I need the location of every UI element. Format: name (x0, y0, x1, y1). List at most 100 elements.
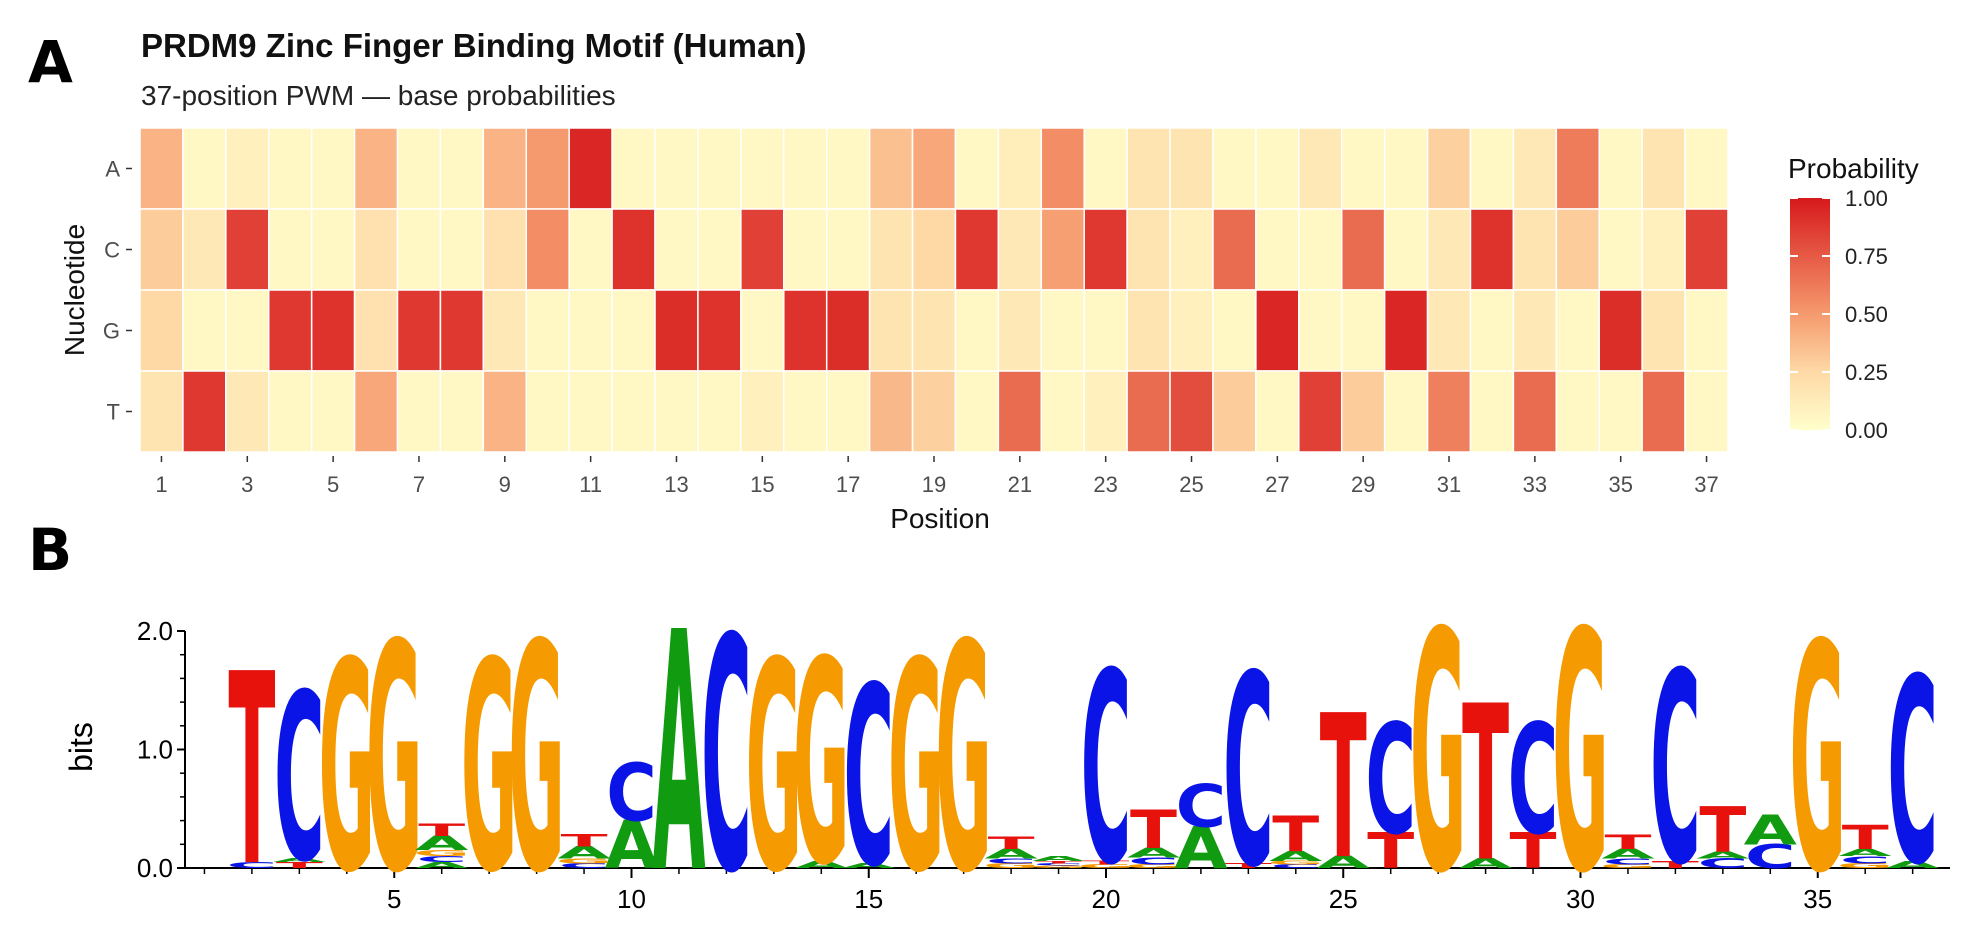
heatmap-cell (139, 127, 184, 210)
heatmap-cell (783, 289, 828, 372)
heatmap-cell (1340, 370, 1386, 453)
heatmap-cell (568, 289, 613, 372)
logo-letter: C (1365, 692, 1416, 868)
logo-letter: A (1127, 845, 1181, 860)
heatmap-cell (1083, 208, 1128, 291)
heatmap-cell (310, 289, 356, 372)
heatmap-cell (1555, 289, 1600, 372)
heatmap-x-ticks: 1 3 5 7 9 11 13 15 17 19 21 23 25 27 29 31 33 35 37 (155, 456, 1719, 497)
heatmap-cell (868, 289, 914, 372)
logo-letter: G (319, 603, 376, 937)
heatmap-cell (1040, 289, 1085, 372)
logo-letter: A (605, 806, 658, 883)
logo-letter: G (935, 579, 992, 941)
logo-letter: C (1840, 854, 1891, 866)
heatmap-x-tick-label: 27 (1265, 472, 1289, 497)
heatmap-cell (654, 370, 699, 453)
logo-letter: A (1269, 849, 1323, 864)
heatmap-cell (182, 208, 227, 291)
logo-letter: C (1650, 617, 1701, 923)
heatmap-cell (911, 370, 957, 453)
heatmap-row-label: G (103, 319, 120, 344)
heatmap-cell (1512, 127, 1558, 210)
logo-y-tick-label: 2.0 (137, 616, 173, 646)
logo-letter: C (416, 854, 467, 864)
logo-x-tick-label: 20 (1092, 884, 1121, 914)
heatmap-cell (353, 370, 399, 453)
heatmap-cell (611, 208, 656, 291)
heatmap-cell (783, 127, 828, 210)
heatmap-cell (1169, 370, 1214, 453)
heatmap-cell (353, 127, 399, 210)
heatmap-x-tick-label: 11 (579, 472, 602, 497)
logo-letter: A (1839, 847, 1892, 859)
heatmap-cell (740, 370, 785, 453)
heatmap-cell (1684, 370, 1729, 453)
heatmap-cell (439, 289, 485, 372)
heatmap-cell (139, 289, 184, 372)
heatmap-cell (1040, 370, 1085, 453)
logo-letter: G (1078, 863, 1135, 869)
panel-label-a: A (28, 28, 73, 96)
logo-y-tick-label: 0.0 (137, 853, 173, 883)
logo-letter: T (1272, 806, 1319, 864)
logo-letter: G (1268, 860, 1325, 866)
heatmap-cell (482, 370, 528, 453)
heatmap-y-axis-title: Nucleotide (59, 224, 90, 356)
heatmap-cell (310, 370, 356, 453)
heatmap-row-label: A (105, 157, 120, 182)
heatmap-cell (997, 370, 1043, 453)
logo-letter: C (606, 748, 657, 840)
logo-letter: C (701, 571, 752, 941)
heatmap-cell (439, 208, 485, 291)
heatmap-cell (1598, 127, 1643, 210)
logo-letter: G (746, 603, 803, 937)
logo-letter: C (1745, 838, 1796, 876)
heatmap-cell (697, 208, 742, 291)
logo-letter: G (1837, 862, 1894, 870)
heatmap-cell (1298, 208, 1343, 291)
logo-letter: G (1125, 863, 1182, 869)
logo-letter: C (1033, 863, 1084, 867)
heatmap-cell (1469, 208, 1515, 291)
logo-x-tick-label: 15 (854, 884, 883, 914)
logo-letter: T (1083, 860, 1131, 866)
heatmap-cell (868, 127, 914, 210)
heatmap-cell (439, 370, 485, 453)
heatmap-x-tick-label: 23 (1093, 472, 1117, 497)
heatmap-cell (997, 289, 1043, 372)
heatmap-cell (825, 208, 871, 291)
logo-letter: G (461, 603, 518, 937)
heatmap-cell (1383, 370, 1429, 453)
heatmap-x-tick-label: 21 (1008, 472, 1032, 497)
logo-letter: T (1225, 862, 1273, 870)
logo-letter: T (988, 834, 1035, 853)
logo-letter: A (415, 832, 468, 855)
heatmap-cell (396, 370, 442, 453)
heatmap-cell (1212, 208, 1257, 291)
heatmap-cell (654, 127, 699, 210)
logo-x-tick-label: 30 (1566, 884, 1595, 914)
heatmap-cell (1212, 289, 1257, 372)
heatmap-cell (1383, 208, 1429, 291)
heatmap-cell (911, 289, 957, 372)
heatmap-cell (525, 127, 570, 210)
heatmap-cell (182, 289, 227, 372)
heatmap-cells (139, 127, 1729, 453)
heatmap-cell (740, 127, 785, 210)
logo-letter: C (843, 634, 894, 921)
logo-letter: G (1410, 563, 1467, 941)
logo-letter: G (366, 579, 423, 941)
panel-label-b: B (28, 516, 72, 584)
heatmap-cell (1469, 370, 1515, 453)
heatmap-cell (482, 127, 528, 210)
logo-axes: 0.0 1.0 2.0 5 10 15 20 25 30 35 (137, 616, 1950, 914)
heatmap-cell (1641, 289, 1686, 372)
heatmap-cell (396, 289, 442, 372)
heatmap-cell (1555, 370, 1600, 453)
heatmap-cell (1169, 289, 1214, 372)
logo-letter: C (1271, 863, 1322, 869)
logo-letter: T (276, 860, 324, 870)
logo-letter: G (888, 603, 945, 937)
heatmap-cell (611, 289, 656, 372)
